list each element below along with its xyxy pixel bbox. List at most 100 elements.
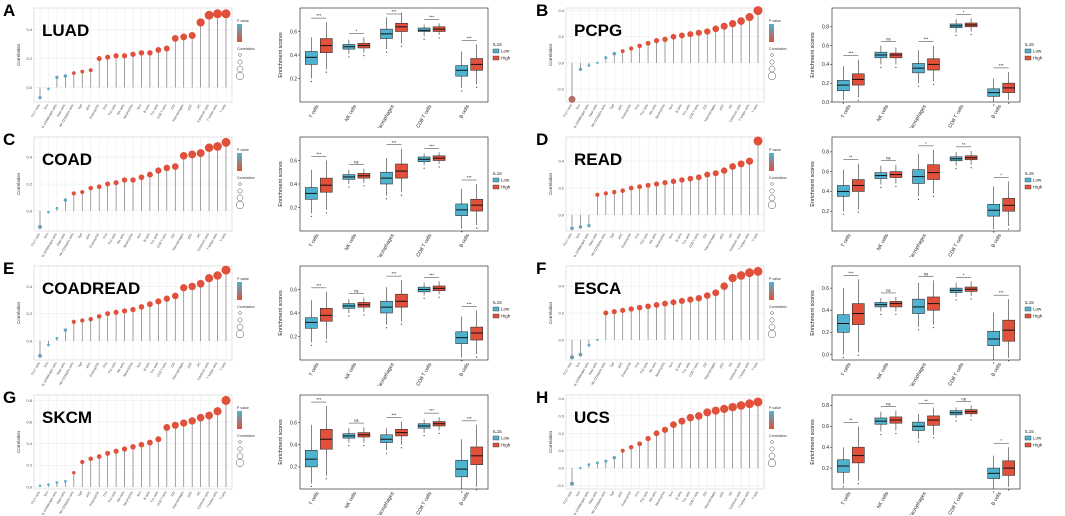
legend-size-circle [767, 458, 777, 468]
lollipop-point [578, 352, 583, 357]
box-outlier [348, 56, 350, 58]
lollipop-point [695, 29, 702, 36]
lollipop-point [38, 354, 42, 358]
lollipop-point [703, 408, 712, 417]
box-outlier [400, 323, 403, 325]
lollipop-point [196, 279, 205, 288]
box-outlier [1008, 102, 1010, 104]
y-tick-label: 0.2 [290, 334, 297, 340]
y-tick-label: 0.4 [290, 311, 297, 317]
x-tick-label: B cells [458, 491, 471, 507]
lollipop-point [596, 61, 599, 65]
y-tick-label: 0.6 [26, 420, 32, 425]
box-high [927, 415, 940, 426]
y-tick-label: 0.2 [290, 76, 297, 82]
box-high [1002, 319, 1015, 342]
y-tick-label: 0.0 [26, 338, 32, 343]
legend-corr-title: Correlation [769, 434, 787, 438]
panel-G: G 0.0 0.2 0.4 0.6 0.8 Correlation Th17 cells Tc… [0, 387, 532, 516]
x-tick-label: NK cells [116, 490, 126, 502]
x-tick-label: Tgd [77, 490, 83, 497]
x-tick-label: B cells [143, 103, 151, 113]
x-tick-label: Macrophages [375, 104, 396, 128]
box-low [304, 449, 318, 468]
legend-pvalue-colorbar [769, 282, 774, 300]
legend-low-swatch [1024, 435, 1032, 441]
box-outlier [970, 33, 972, 36]
y-tick-label: 0.4 [558, 159, 564, 164]
lollipop-point [712, 289, 720, 297]
lollipop-point [146, 301, 153, 308]
lollipop-point [704, 28, 711, 35]
sig-label: *** [848, 270, 853, 275]
sig-label: ns [886, 288, 890, 293]
box-outlier [385, 51, 388, 53]
x-tick-label: CD8 T cells [947, 362, 965, 386]
x-tick-label: CD8 T cells [156, 361, 168, 378]
x-tick-label: Neutrophils [654, 490, 666, 506]
y-tick-label: -0.2 [557, 86, 565, 91]
x-tick-label: Neutrophils [654, 361, 666, 377]
x-tick-label: B cells [458, 362, 471, 378]
y-tick-label: 0.2 [558, 431, 564, 436]
y-axis-label: Correlation [548, 431, 553, 454]
y-tick-label: 0.4 [26, 27, 32, 32]
x-tick-label: Th17 cells [30, 490, 41, 505]
lollipop-point [695, 174, 702, 181]
x-tick-label: Macrophages [375, 362, 396, 386]
lollipop-point [596, 338, 599, 342]
y-tick-label: 0.0 [26, 484, 32, 489]
lollipop-point [620, 448, 625, 453]
x-tick-label: iDC [702, 361, 708, 368]
x-tick-label: pDC [718, 361, 725, 369]
legend-size-circle [236, 323, 244, 331]
legend-low-swatch [492, 306, 500, 312]
y-tick-label: 0.0 [822, 100, 829, 106]
lollipop-point [728, 273, 737, 283]
legend-size-circle [768, 323, 776, 331]
x-tick-label: aDC [617, 490, 624, 498]
sig-label: ns [354, 160, 358, 165]
sig-label: ** [849, 155, 853, 160]
box-outlier [400, 447, 403, 449]
x-tick-label: B cells [143, 361, 151, 371]
lollipop-point [745, 399, 754, 409]
lollipop-point [721, 167, 728, 174]
lollipop-point [653, 302, 660, 308]
sig-label: *** [999, 63, 1004, 68]
panel-F-boxplot: 0.0 0.2 0.4 0.6 Enrichment scores *** T cells n… [810, 265, 1043, 386]
x-tick-label: Th2 cells [107, 490, 117, 503]
lollipop-point [196, 413, 205, 422]
panel-C: C 0.0 0.2 0.4 Correlation Th17 cells Tcm NK CD… [0, 129, 532, 258]
y-axis-label: Enrichment scores [810, 32, 816, 78]
x-tick-label: T cells [219, 361, 227, 371]
box-outlier [461, 90, 463, 92]
x-tick-label: Mast cells [56, 232, 67, 247]
y-tick-label: 0.2 [822, 466, 829, 472]
legend-title: IL15 [493, 429, 502, 434]
legend-pvalue-colorbar [237, 24, 242, 42]
x-tick-label: NK cells [344, 362, 359, 381]
x-tick-label: aDC [85, 232, 92, 240]
lollipop-point [96, 454, 102, 459]
box-outlier [932, 437, 935, 439]
lollipop-point [163, 164, 171, 172]
box-outlier [325, 71, 327, 73]
legend-high-label: High [1033, 443, 1043, 448]
lollipop-point [578, 225, 583, 229]
panel-A: A 0.0 0.2 0.4 Correlation Th17 cells Tcm NK CD… [0, 0, 532, 129]
x-tick-label: Mast cells [588, 490, 599, 505]
lollipop-point [712, 170, 719, 177]
box-high [395, 22, 408, 32]
legend-title: IL15 [493, 42, 502, 47]
y-axis-label: Correlation [548, 302, 553, 325]
lollipop-point [47, 210, 50, 214]
x-tick-label: Tem [136, 232, 143, 240]
lollipop-point [687, 175, 694, 182]
y-axis-label: Enrichment scores [278, 161, 284, 207]
legend-size-circle [236, 194, 244, 202]
legend-size-circle [238, 182, 242, 186]
lollipop-point [130, 306, 136, 313]
box-outlier [880, 313, 882, 315]
